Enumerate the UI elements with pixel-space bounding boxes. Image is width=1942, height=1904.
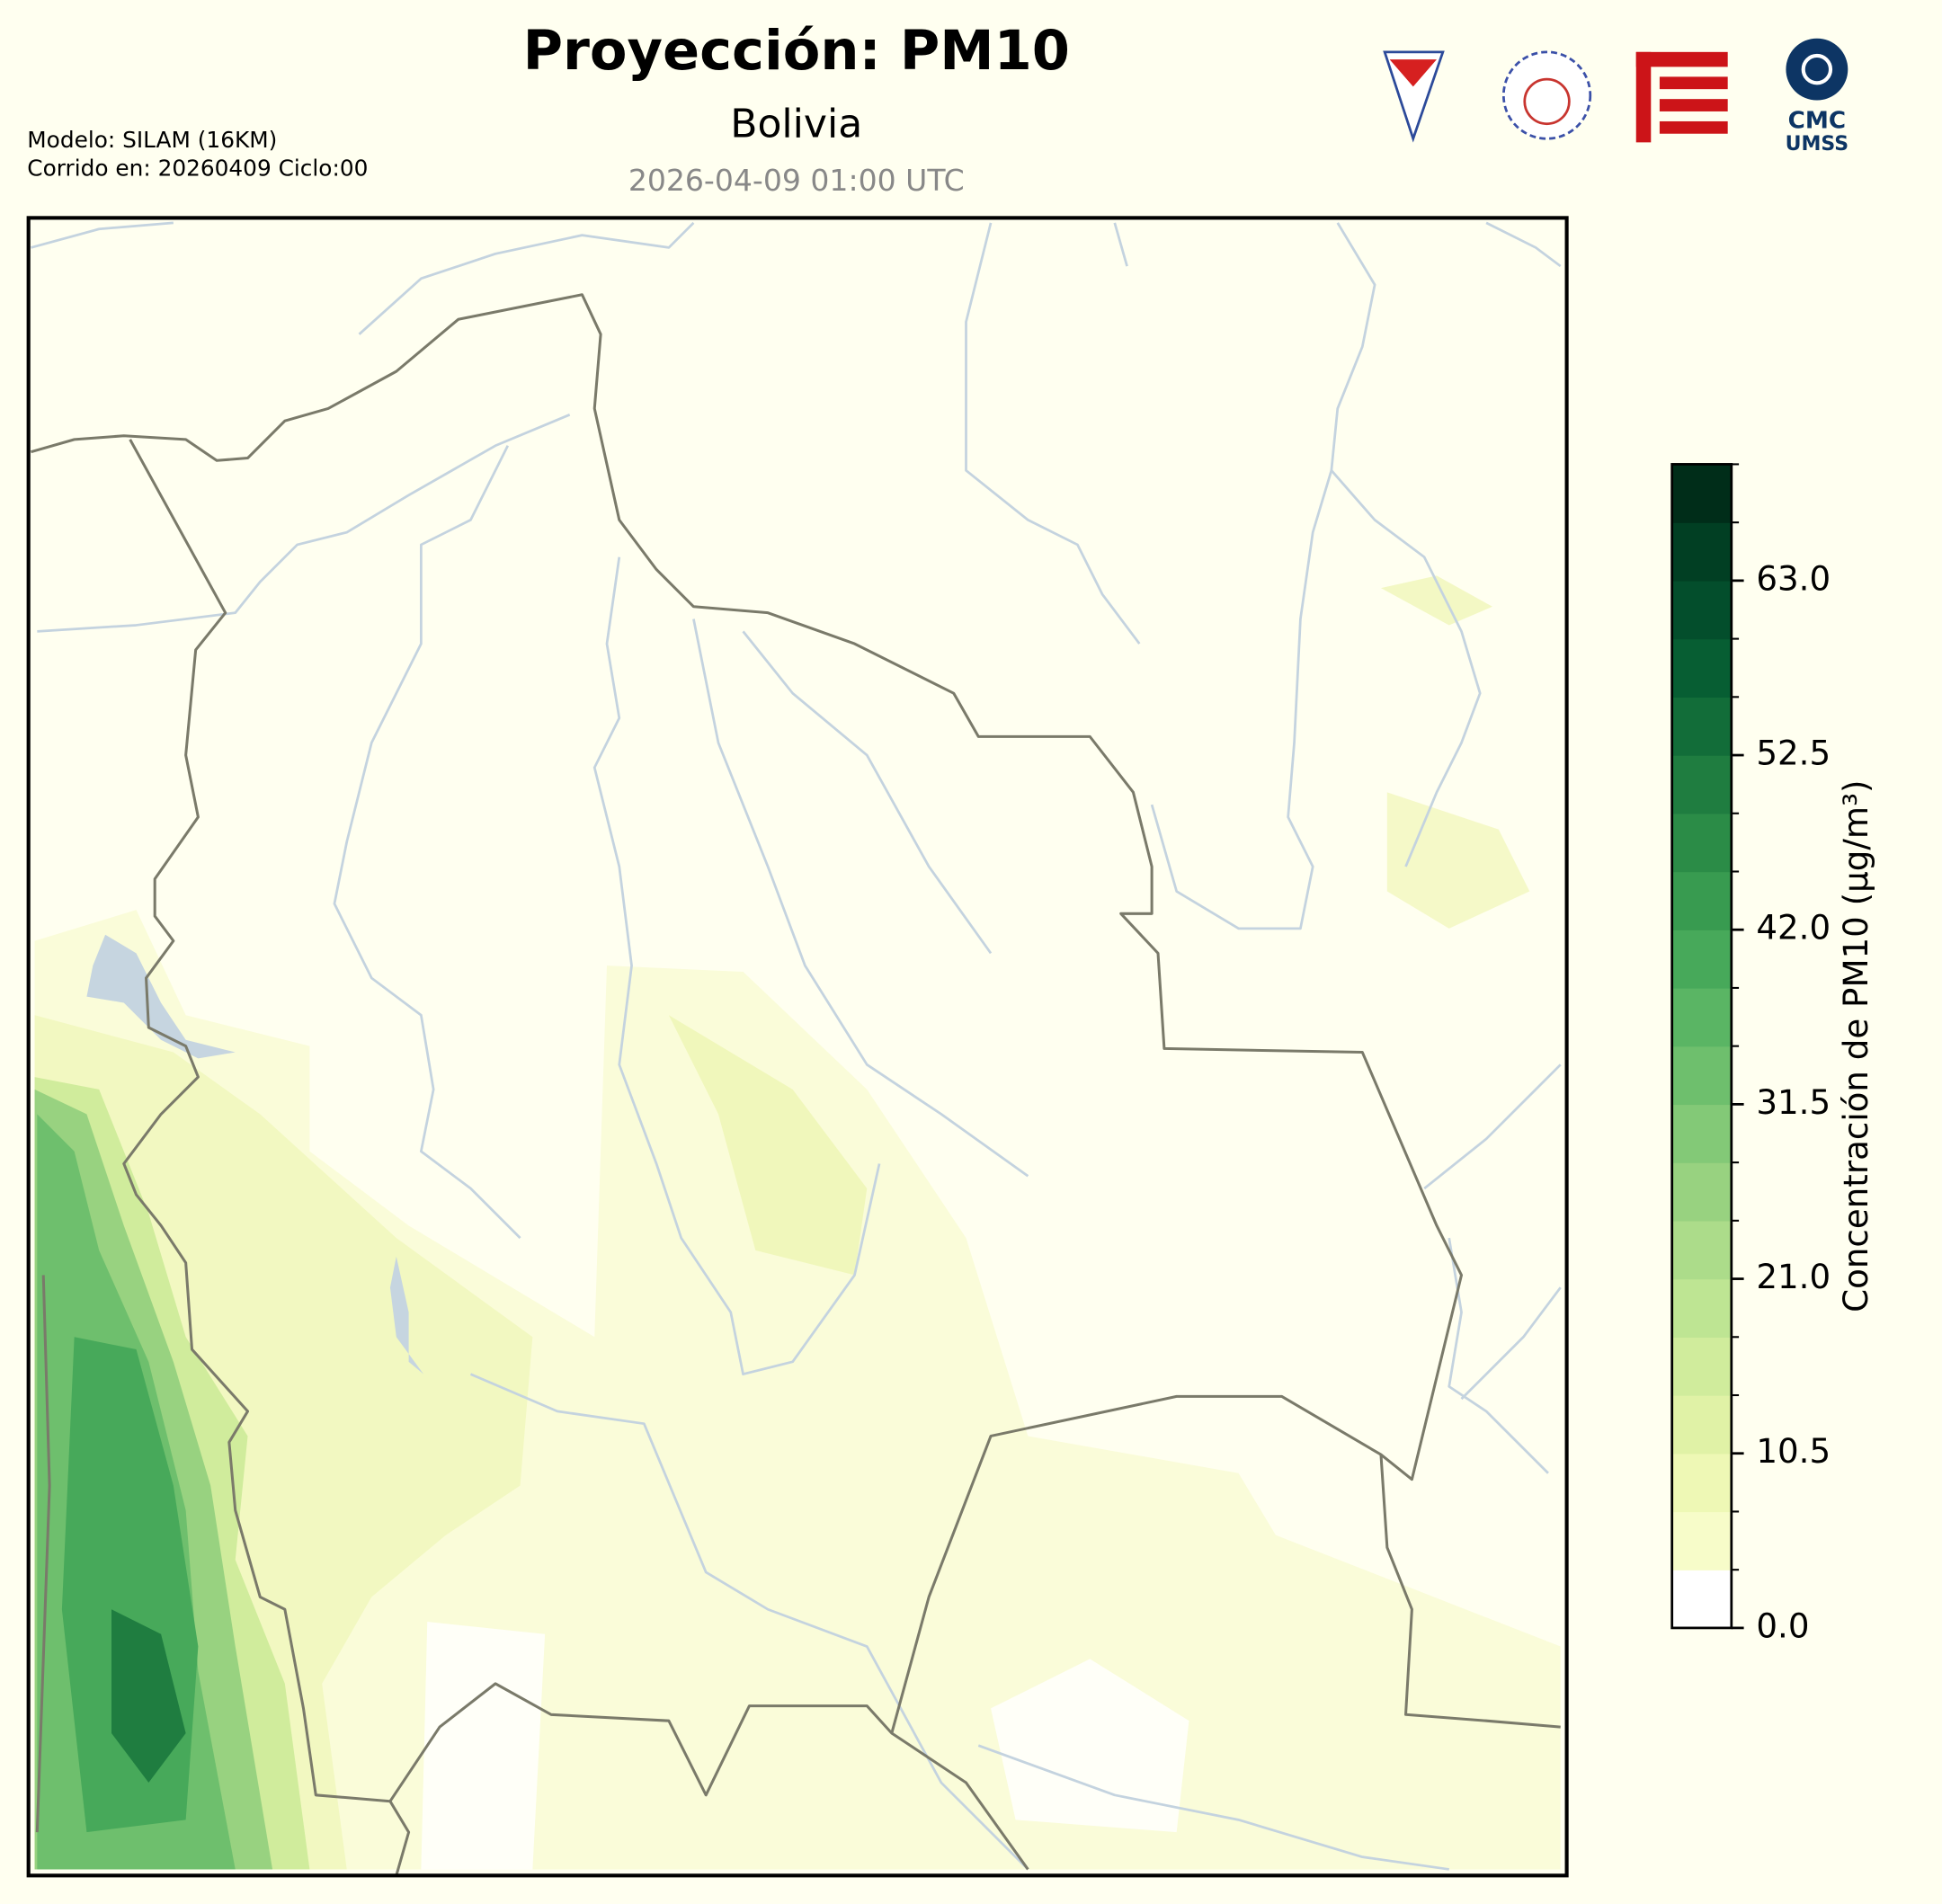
logo-red (1635, 51, 1728, 143)
colorbar-band (1671, 1570, 1732, 1629)
colorbar-band (1671, 1104, 1732, 1163)
colorbar-band (1671, 464, 1732, 523)
run-info: Corrido en: 20260409 Ciclo:00 (27, 156, 368, 182)
colorbar-band (1671, 522, 1732, 582)
logo-seal (1501, 50, 1592, 140)
colorbar-label: Concentración de PM10 (μg/m³) (1836, 779, 1875, 1312)
colorbar-band (1671, 1045, 1732, 1106)
borders (31, 293, 1561, 1876)
logo-cmc: CMC UMSS (1786, 38, 1849, 156)
colorbar: 0.0 10.5 21.0 31.5 42.0 52.5 63.0 (1670, 463, 1831, 1645)
logo-text: UMSS (1786, 133, 1849, 156)
colorbar-band (1671, 930, 1732, 989)
colorbar-band (1671, 871, 1732, 930)
timestamp: 2026-04-09 01:00 UTC (628, 163, 965, 198)
concentration-field (34, 575, 1561, 1870)
colorbar-band (1671, 638, 1732, 698)
colorbar-band (1671, 1395, 1732, 1455)
colorbar-tick-label: 42.0 (1756, 908, 1831, 948)
colorbar-tick-label: 52.5 (1756, 734, 1831, 773)
model-info: Modelo: SILAM (16KM) (27, 127, 277, 153)
colorbar-band (1671, 813, 1732, 873)
colorbar-tick-label: 0.0 (1756, 1606, 1809, 1645)
colorbar-band (1671, 1453, 1732, 1513)
logo-text: CMC (1788, 107, 1846, 134)
colorbar-band (1671, 755, 1732, 814)
colorbar-band (1671, 1278, 1732, 1338)
subtitle: Bolivia (730, 101, 862, 147)
title: Proyección: PM10 (523, 20, 1070, 83)
colorbar-band (1671, 1511, 1732, 1570)
logo-shield (1383, 50, 1445, 143)
colorbar-band (1671, 1337, 1732, 1396)
rivers (31, 221, 1562, 1871)
colorbar-tick-label: 10.5 (1756, 1431, 1831, 1471)
lake-poopo (389, 1256, 424, 1375)
colorbar-band (1671, 987, 1732, 1047)
colorbar-tick-label: 31.5 (1756, 1082, 1831, 1122)
map-frame (26, 216, 1569, 1878)
map (26, 216, 1569, 1878)
colorbar-band (1671, 1220, 1732, 1280)
colorbar-band (1671, 1162, 1732, 1222)
colorbar-tick-label: 63.0 (1756, 558, 1831, 598)
colorbar-band (1671, 580, 1732, 640)
lake-titicaca (86, 934, 236, 1059)
colorbar-tick-label: 21.0 (1756, 1257, 1831, 1296)
colorbar-band (1671, 697, 1732, 756)
